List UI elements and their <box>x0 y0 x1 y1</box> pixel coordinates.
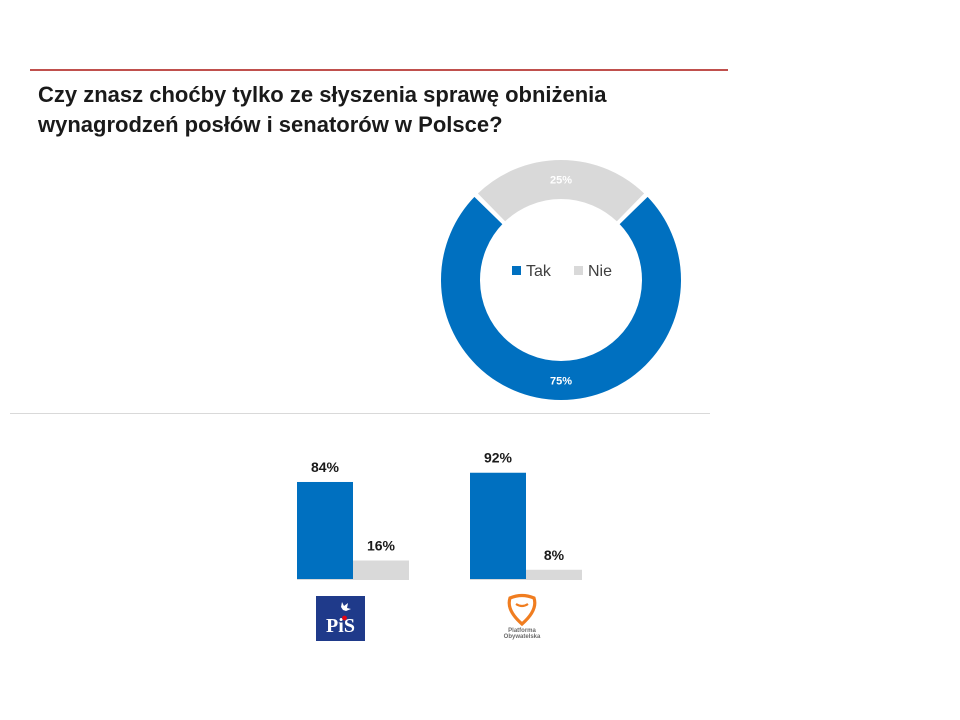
bar-label-po-tak: 92% <box>484 450 513 466</box>
bar-pis-tak <box>297 481 353 579</box>
svg-text:PiS: PiS <box>326 615 355 637</box>
donut-chart: 75% 25% Tak Nie <box>439 158 683 402</box>
pis-logo: PiS <box>316 596 365 641</box>
platforma-obywatelska-logo: Platforma Obywatelska <box>494 592 550 646</box>
bar-po-nie <box>526 569 582 579</box>
bar-pis-nie <box>353 560 409 579</box>
bar-charts: 84% 16% 92% 8% <box>297 450 582 580</box>
section-divider <box>10 413 710 414</box>
bar-label-pis-nie: 16% <box>367 538 396 554</box>
donut-label-nie: 25% <box>550 175 572 187</box>
bar-po-tak <box>470 472 526 579</box>
page-title: Czy znasz choćby tylko ze słyszenia spra… <box>38 82 607 137</box>
donut-slice-tak <box>439 194 683 402</box>
top-divider <box>30 69 728 71</box>
legend-swatch-tak <box>512 266 521 275</box>
donut-slice-nie <box>475 158 647 225</box>
legend-label-nie: Nie <box>588 263 612 280</box>
legend-swatch-nie <box>574 266 583 275</box>
bar-label-po-nie: 8% <box>544 547 565 563</box>
legend-label-tak: Tak <box>526 263 552 280</box>
donut-label-tak: 75% <box>550 376 572 388</box>
bar-label-pis-tak: 84% <box>311 459 340 475</box>
po-logo-text: Platforma Obywatelska <box>503 628 541 640</box>
